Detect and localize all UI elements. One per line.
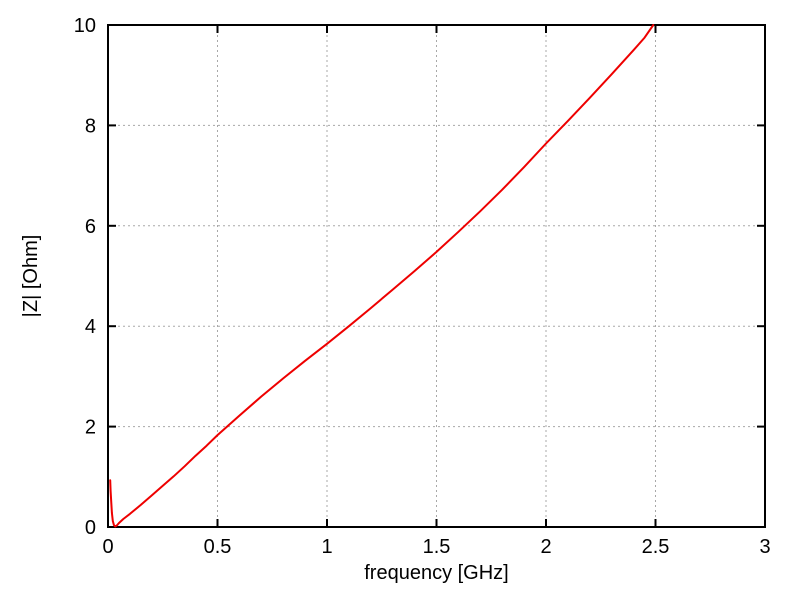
svg-text:1: 1	[321, 536, 332, 558]
y-axis-label: |Z| [Ohm]	[20, 234, 42, 318]
x-axis-label: frequency [GHz]	[364, 562, 509, 584]
svg-text:6: 6	[85, 216, 96, 238]
curve-series	[109, 24, 655, 528]
svg-text:1.5: 1.5	[423, 536, 451, 558]
svg-text:3: 3	[759, 536, 770, 558]
tick-labels: 0 0.5 1 1.5 2 2.5 3 0 2 4 6 8 10	[74, 15, 771, 558]
svg-text:10: 10	[74, 15, 96, 37]
svg-text:4: 4	[85, 316, 96, 338]
svg-text:2: 2	[85, 417, 96, 439]
svg-text:0: 0	[102, 536, 113, 558]
svg-text:0.5: 0.5	[204, 536, 232, 558]
svg-text:2.5: 2.5	[642, 536, 670, 558]
svg-text:0: 0	[85, 517, 96, 539]
grid-lines	[108, 25, 765, 527]
axis-ticks	[107, 24, 766, 528]
svg-text:8: 8	[85, 115, 96, 137]
svg-text:2: 2	[540, 536, 551, 558]
